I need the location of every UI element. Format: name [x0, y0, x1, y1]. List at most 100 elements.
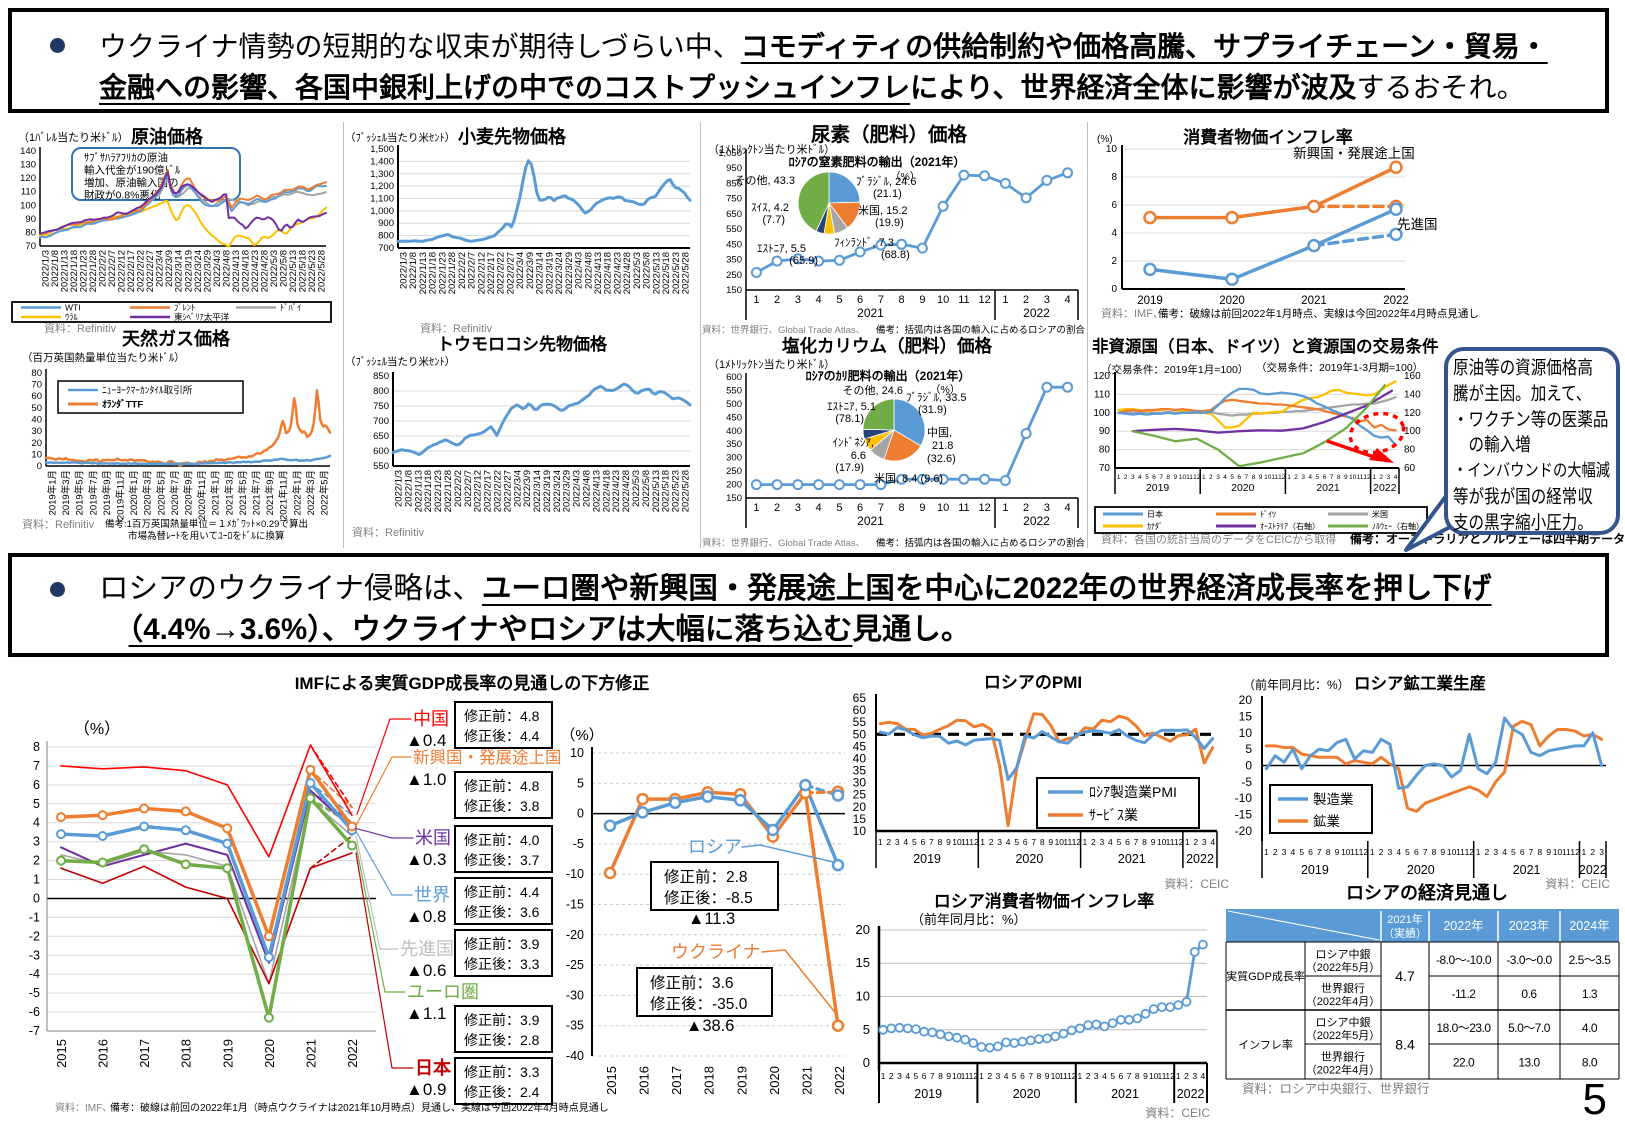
svg-text:120: 120 [1093, 371, 1110, 382]
svg-text:2022/5/8: 2022/5/8 [641, 470, 652, 507]
svg-text:消費者物価インフレ率: 消費者物価インフレ率 [1183, 127, 1353, 147]
svg-text:修正後：3.3: 修正後：3.3 [464, 956, 540, 972]
svg-text:（%）: （%） [930, 384, 960, 396]
svg-text:650: 650 [726, 209, 742, 220]
svg-text:ﾛｼｱ製造業PMI: ﾛｼｱ製造業PMI [1089, 784, 1177, 800]
svg-text:ロシア中銀: ロシア中銀 [1316, 1015, 1371, 1029]
svg-text:ｴｽﾄﾆｱ, 5.5: ｴｽﾄﾆｱ, 5.5 [757, 243, 806, 255]
svg-text:2022年1月: 2022年1月 [291, 470, 303, 515]
svg-text:1: 1 [979, 1071, 984, 1081]
svg-text:8: 8 [938, 1071, 943, 1081]
svg-text:2022/4/18: 2022/4/18 [603, 252, 614, 294]
svg-text:その他, 24.6: その他, 24.6 [842, 384, 903, 397]
svg-text:2019: 2019 [1301, 863, 1329, 877]
svg-text:-1: -1 [29, 910, 40, 924]
svg-text:11: 11 [1166, 837, 1175, 847]
svg-text:4: 4 [1006, 837, 1011, 847]
svg-text:80: 80 [31, 368, 42, 379]
svg-text:4: 4 [1291, 847, 1296, 857]
svg-text:（交易条件：2019年1-3月期=100）: （交易条件：2019年1-3月期=100） [1256, 361, 1423, 374]
svg-text:2022/4/23: 2022/4/23 [611, 470, 622, 512]
svg-text:中国: 中国 [413, 709, 449, 729]
svg-text:3: 3 [1282, 847, 1287, 857]
svg-text:1,200: 1,200 [370, 181, 394, 192]
svg-text:-20: -20 [1235, 824, 1253, 838]
svg-text:10: 10 [952, 1071, 962, 1081]
svg-text:12: 12 [1067, 1071, 1077, 1081]
svg-text:35: 35 [853, 764, 867, 778]
svg-text:9: 9 [1335, 847, 1340, 857]
svg-text:9: 9 [1259, 474, 1263, 481]
svg-text:2022: 2022 [1186, 852, 1214, 866]
svg-text:8: 8 [1135, 1071, 1140, 1081]
svg-text:原油価格: 原油価格 [131, 126, 204, 147]
svg-text:3: 3 [897, 1071, 902, 1081]
svg-text:1: 1 [1372, 474, 1376, 481]
svg-text:2022/1/3: 2022/1/3 [399, 252, 410, 289]
svg-text:2.5～3.5: 2.5～3.5 [1569, 953, 1612, 967]
svg-text:1: 1 [1117, 474, 1121, 481]
svg-text:2019年11月: 2019年11月 [115, 470, 127, 520]
svg-text:60: 60 [31, 391, 42, 402]
svg-text:2022/3/4: 2022/3/4 [515, 252, 526, 289]
svg-text:2022/1/13: 2022/1/13 [418, 252, 429, 294]
svg-text:50: 50 [853, 727, 867, 741]
svg-text:2022/3/29: 2022/3/29 [564, 252, 575, 294]
svg-text:4.0: 4.0 [1582, 1021, 1598, 1035]
svg-text:世界銀行: 世界銀行 [1321, 981, 1365, 995]
svg-text:15: 15 [853, 812, 867, 826]
svg-text:11: 11 [958, 502, 969, 514]
svg-text:-3.0～0.0: -3.0～0.0 [1506, 953, 1552, 967]
svg-text:2022/5/28: 2022/5/28 [317, 250, 328, 292]
svg-text:12: 12 [1278, 474, 1286, 481]
svg-text:11: 11 [1357, 474, 1364, 481]
svg-text:2022/4/28: 2022/4/28 [621, 470, 632, 512]
svg-text:6: 6 [1152, 474, 1156, 481]
svg-text:10: 10 [1349, 474, 1357, 481]
svg-text:10: 10 [853, 824, 867, 838]
svg-text:5: 5 [1315, 474, 1319, 481]
svg-text:9: 9 [1143, 1071, 1148, 1081]
svg-text:4: 4 [33, 816, 40, 830]
svg-text:1.3: 1.3 [1582, 987, 1598, 1001]
svg-text:2022: 2022 [1177, 1087, 1205, 1101]
svg-text:12: 12 [969, 837, 979, 847]
svg-text:-15: -15 [566, 898, 584, 912]
svg-text:4: 4 [1004, 1071, 1009, 1081]
svg-text:世界銀行: 世界銀行 [1321, 1050, 1365, 1064]
svg-text:950: 950 [726, 163, 742, 174]
svg-text:（百万英国熱量単位当たり米ﾄﾞﾙ）: （百万英国熱量単位当たり米ﾄﾞﾙ） [22, 351, 185, 364]
svg-text:ロシアの経済見通し: ロシアの経済見通し [1346, 882, 1508, 903]
svg-text:資料：ロシア中央銀行、世界銀行: 資料：ロシア中央銀行、世界銀行 [1242, 1081, 1430, 1096]
svg-text:修正後：2.4: 修正後：2.4 [464, 1084, 540, 1100]
svg-text:ロシア中銀: ロシア中銀 [1316, 947, 1371, 961]
svg-text:8: 8 [1537, 847, 1542, 857]
svg-text:5: 5 [914, 1071, 919, 1081]
svg-text:80: 80 [25, 227, 36, 238]
svg-text:10: 10 [1106, 144, 1118, 155]
svg-text:修正後：-35.0: 修正後：-35.0 [650, 995, 748, 1013]
svg-text:2022: 2022 [1579, 863, 1607, 877]
svg-text:12: 12 [1174, 837, 1184, 847]
svg-text:2022年5月: 2022年5月 [319, 470, 331, 515]
svg-text:2022: 2022 [1373, 482, 1397, 494]
svg-text:2: 2 [1379, 474, 1383, 481]
svg-text:▲38.6: ▲38.6 [686, 1017, 734, 1035]
svg-text:IMFによる実質GDP成長率の見通しの下方修正: IMFによる実質GDP成長率の見通しの下方修正 [295, 673, 650, 693]
svg-text:▲0.8: ▲0.8 [406, 907, 446, 926]
svg-text:2022/2/17: 2022/2/17 [126, 250, 137, 292]
svg-text:11: 11 [958, 294, 969, 306]
svg-text:2: 2 [1086, 1071, 1091, 1081]
svg-text:1: 1 [1176, 1071, 1181, 1081]
svg-text:▲0.3: ▲0.3 [406, 850, 446, 869]
svg-text:小麦先物価格: 小麦先物価格 [458, 126, 567, 147]
svg-text:2022/2/2: 2022/2/2 [453, 470, 464, 507]
svg-text:2022/3/9: 2022/3/9 [522, 470, 533, 507]
svg-text:2: 2 [1209, 474, 1213, 481]
svg-text:2022/4/3: 2022/4/3 [212, 250, 223, 287]
svg-text:資料：Refinitiv: 資料：Refinitiv [352, 525, 425, 539]
svg-text:2022/3/29: 2022/3/29 [202, 250, 213, 292]
svg-text:550: 550 [726, 224, 742, 235]
svg-text:2022/3/24: 2022/3/24 [554, 252, 565, 294]
svg-text:500: 500 [726, 399, 742, 410]
